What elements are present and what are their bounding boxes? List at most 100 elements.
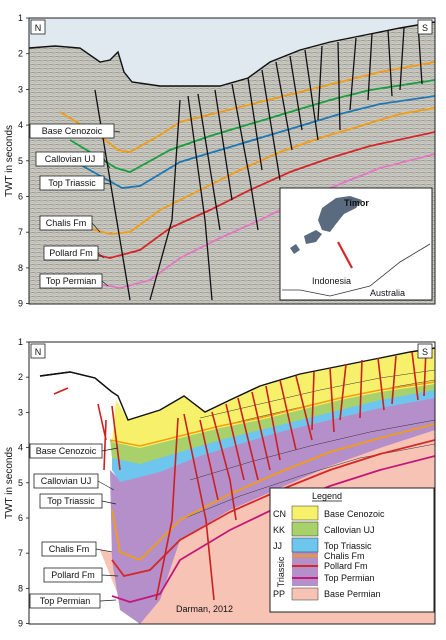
bottom-horizon-labels: Base Cenozoic Callovian UJ Top Triassic Cha… xyxy=(29,443,119,609)
section-location-line xyxy=(337,241,353,269)
horizon-top-permian xyxy=(87,153,435,289)
horizon-label-leader xyxy=(113,130,121,133)
legend-swatch xyxy=(291,587,319,601)
legend-code: JJ xyxy=(273,541,282,551)
horizon-label-leader xyxy=(101,500,117,505)
timor-island xyxy=(318,196,362,232)
australia-label: Australia xyxy=(370,288,405,298)
unit-triassic xyxy=(110,396,435,624)
timor-label: Timor xyxy=(344,198,369,208)
small-island xyxy=(290,244,300,254)
horizon-callovian xyxy=(69,79,435,173)
horizon-label: Base Cenozoic xyxy=(42,126,103,136)
legend-code: KK xyxy=(273,525,285,535)
horizon-pollard xyxy=(83,131,435,259)
horizon-label-leader xyxy=(95,548,113,553)
unit-cenozoic xyxy=(112,348,435,448)
indonesia-label: Indonesia xyxy=(312,276,351,286)
small-island xyxy=(304,230,322,244)
south-marker-box xyxy=(417,19,433,35)
north-marker-box xyxy=(30,343,46,359)
horizon-label-leader xyxy=(97,480,115,491)
legend-swatch xyxy=(291,505,319,521)
horizon-label: Pollard Fm xyxy=(49,248,93,258)
south-marker: S xyxy=(422,23,428,33)
horizon-label-leader xyxy=(99,599,117,602)
horizon-label: Top Permian xyxy=(46,276,97,286)
horizon-base-cenozoic xyxy=(59,61,435,153)
horizon-label: Callovian UJ xyxy=(45,154,96,164)
horizon-label: Callovian UJ xyxy=(41,476,92,486)
horizon-label-leader xyxy=(101,574,119,577)
horizon-label: Base Cenozoic xyxy=(36,446,97,456)
legend-title: Legend xyxy=(312,491,342,501)
horizon-label-leader xyxy=(101,280,109,287)
horizon-label: Top Triassic xyxy=(47,496,95,506)
legend-item-label: Pollard Fm xyxy=(324,561,368,571)
top-y-ticks: 1 2 3 4 5 6 7 8 9 xyxy=(18,13,29,309)
y-tick-label: 7 xyxy=(18,227,23,237)
y-tick-label: 2 xyxy=(18,49,23,59)
legend-code: PP xyxy=(273,589,285,599)
y-tick-label: 5 xyxy=(18,156,23,166)
horizon-label: Chalis Fm xyxy=(49,544,90,554)
bottom-y-ticks: 1 2 3 4 5 6 7 8 9 xyxy=(18,337,29,629)
legend-item-label: Callovian UJ xyxy=(324,525,375,535)
horizon-base-cenozoic xyxy=(109,381,435,447)
horizon-label: Top Permian xyxy=(40,596,91,606)
horizon-chalis xyxy=(79,107,435,235)
horizon-label: Pollard Fm xyxy=(51,570,95,580)
legend-item-label: Base Cenozoic xyxy=(324,509,385,519)
top-panel: N S 1 2 3 4 5 6 7 8 9 TWT in seconds Base Cenozo… xyxy=(4,13,436,309)
north-marker: N xyxy=(35,347,42,357)
y-tick-label: 7 xyxy=(18,548,23,558)
y-tick-label: 8 xyxy=(18,583,23,593)
legend: Legend CN Base Cenozoic KK Callovian UJ JJ To… xyxy=(269,487,435,613)
legend-item-label: Chalis Fm xyxy=(324,551,365,561)
legend-item-label: Top Triassic xyxy=(324,541,372,551)
bottom-y-axis-label: TWT in seconds xyxy=(4,447,15,519)
seafloor-line xyxy=(29,21,435,87)
legend-swatch xyxy=(291,521,319,537)
y-tick-label: 3 xyxy=(18,407,23,417)
horizon-chalis xyxy=(111,423,435,562)
shelf-edge xyxy=(39,371,113,393)
australia-coastline xyxy=(282,243,431,297)
y-tick-label: 4 xyxy=(18,120,23,130)
legend-items: CN Base Cenozoic KK Callovian UJ JJ Top Trias… xyxy=(273,505,385,601)
y-tick-label: 5 xyxy=(18,478,23,488)
legend-swatch xyxy=(291,537,319,553)
horizon-top-permian xyxy=(111,455,435,603)
inset-map: Timor Indonesia Australia xyxy=(279,187,433,301)
horizon-label-leader xyxy=(103,182,111,185)
legend-triassic-label: Triassic xyxy=(276,556,286,587)
fault-lines xyxy=(53,349,427,601)
legend-code: CN xyxy=(273,509,286,519)
y-tick-label: 3 xyxy=(18,84,23,94)
y-tick-label: 1 xyxy=(18,337,23,347)
south-marker-box xyxy=(417,343,433,359)
horizon-label: Chalis Fm xyxy=(46,218,87,228)
horizon-pollard xyxy=(111,439,435,578)
credit: Darman, 2012 xyxy=(176,604,233,614)
y-tick-label: 9 xyxy=(18,619,23,629)
y-tick-label: 4 xyxy=(18,443,23,453)
top-horizon-labels: Base Cenozoic Callovian UJ Top Triassic Cha… xyxy=(29,123,121,289)
horizon-label-leader xyxy=(103,158,111,169)
horizon-label-leader xyxy=(101,447,119,452)
north-marker: N xyxy=(35,23,42,33)
south-marker: S xyxy=(422,347,428,357)
y-tick-label: 1 xyxy=(18,13,23,23)
horizon-label-leader xyxy=(91,222,101,233)
top-y-axis-label: TWT in seconds xyxy=(4,125,15,197)
north-marker-box xyxy=(30,19,46,35)
y-tick-label: 9 xyxy=(18,299,23,309)
horizon-label-leader xyxy=(97,252,105,259)
bottom-panel: N S 1 2 3 4 5 6 7 8 9 TWT in seconds Base Cenozo… xyxy=(4,337,436,629)
horizon-top-triassic xyxy=(71,95,435,189)
y-tick-label: 6 xyxy=(18,513,23,523)
y-tick-label: 2 xyxy=(18,372,23,382)
legend-item-label: Base Permian xyxy=(324,589,381,599)
y-tick-label: 6 xyxy=(18,192,23,202)
